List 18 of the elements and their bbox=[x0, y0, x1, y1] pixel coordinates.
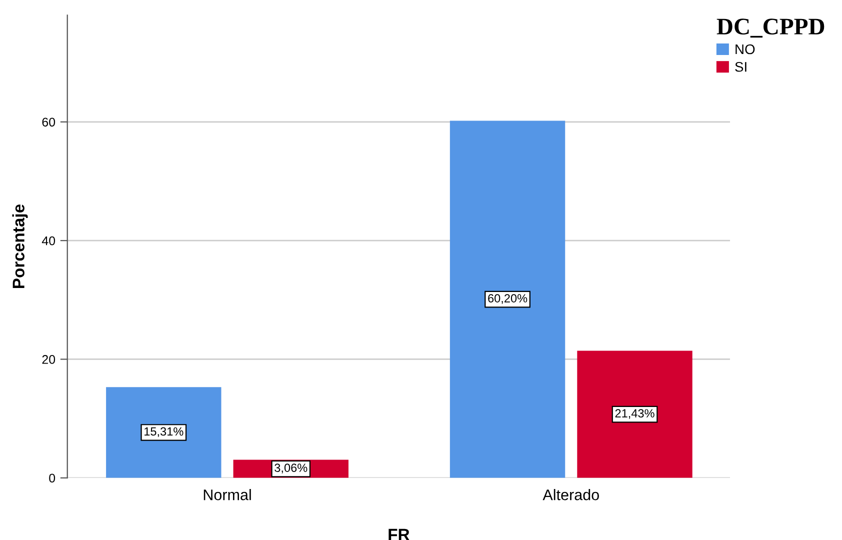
data-label: 21,43% bbox=[615, 409, 654, 419]
y-axis-title: Porcentaje bbox=[12, 204, 28, 288]
bar bbox=[450, 120, 566, 478]
data-label: 60,20% bbox=[488, 294, 528, 304]
y-tick-label: 40 bbox=[42, 236, 56, 246]
y-tick-label: 60 bbox=[42, 118, 56, 127]
y-tick-label: 0 bbox=[49, 474, 56, 483]
bar bbox=[577, 350, 692, 478]
data-label: 3,06% bbox=[274, 464, 308, 474]
legend-label: NO bbox=[736, 44, 755, 54]
x-tick-label: Normal bbox=[204, 489, 251, 500]
x-axis-title: FR bbox=[388, 528, 410, 540]
legend-label: SI bbox=[735, 62, 746, 72]
data-label: 15,31% bbox=[144, 427, 184, 438]
y-tick-label: 20 bbox=[42, 355, 56, 364]
bar bbox=[106, 387, 222, 478]
x-tick-label: Alterado bbox=[542, 489, 599, 500]
legend-title: DC_CPPD bbox=[716, 18, 824, 38]
